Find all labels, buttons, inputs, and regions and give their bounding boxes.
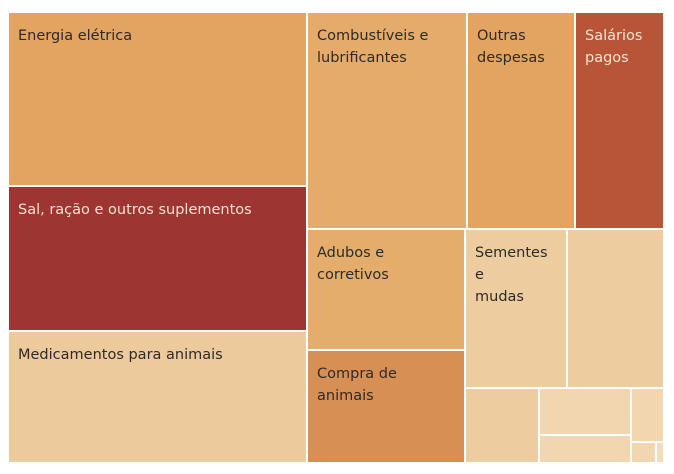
treemap-tile (539, 388, 631, 435)
treemap-tile-label: Combustíveis e lubrificantes (317, 28, 429, 66)
treemap-tile (656, 442, 664, 463)
treemap-tile (539, 435, 631, 463)
treemap-tile-label: Outras despesas (477, 28, 545, 66)
treemap-tile-label: Medicamentos para animais (18, 347, 223, 363)
treemap-tile: Sal, ração e outros suplementos (8, 186, 307, 331)
treemap-tile-label: Compra de animais (317, 366, 397, 404)
treemap-tile: Outras despesas (467, 12, 575, 229)
treemap-tile-label: Energia elétrica (18, 28, 133, 44)
treemap-tile: Energia elétrica (8, 12, 307, 186)
treemap-tile: Medicamentos para animais (8, 331, 307, 463)
treemap-tile (465, 388, 539, 463)
treemap-tile: Salários pagos (575, 12, 664, 229)
treemap-tile (567, 229, 664, 388)
treemap-tile: Combustíveis e lubrificantes (307, 12, 467, 229)
treemap-tile-label: Salários pagos (585, 28, 643, 66)
treemap-tile (631, 388, 664, 442)
treemap-tile-label: Sementes e mudas (475, 245, 548, 305)
treemap-tile: Sementes e mudas (465, 229, 567, 388)
treemap-tile: Compra de animais (307, 350, 465, 463)
treemap-tile: Adubos e corretivos (307, 229, 465, 350)
treemap-tile-label: Adubos e corretivos (317, 245, 389, 283)
treemap-tile (631, 442, 656, 463)
treemap-tile-label: Sal, ração e outros suplementos (18, 202, 252, 218)
